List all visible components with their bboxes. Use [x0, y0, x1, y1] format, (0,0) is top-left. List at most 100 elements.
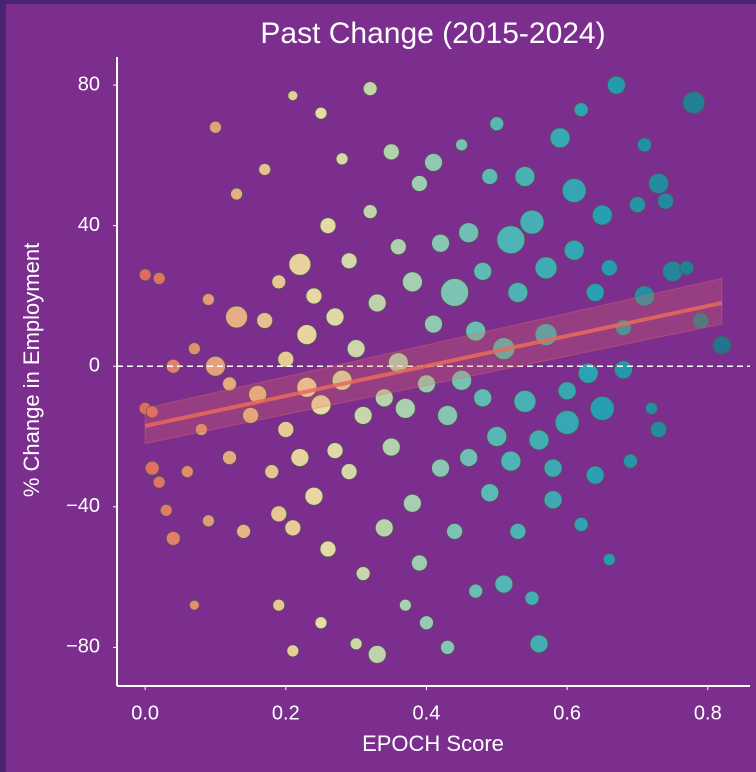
- point: [513, 389, 537, 413]
- point: [634, 285, 655, 307]
- point: [290, 448, 310, 467]
- point: [614, 360, 633, 380]
- point: [394, 397, 416, 419]
- trend-band: [144, 277, 723, 445]
- x-tick-label: 0.4: [413, 702, 441, 724]
- point: [374, 518, 394, 538]
- y-tick-label: 80: [78, 73, 100, 95]
- point: [606, 75, 626, 95]
- point: [534, 256, 558, 280]
- point: [165, 531, 181, 546]
- point: [374, 388, 394, 408]
- point: [286, 644, 300, 658]
- point: [473, 388, 493, 408]
- x-tick-label: 0.2: [272, 702, 300, 724]
- point: [346, 339, 366, 359]
- point: [602, 553, 616, 566]
- point: [277, 421, 295, 438]
- point: [528, 429, 550, 451]
- point: [446, 522, 464, 540]
- point: [650, 421, 667, 438]
- point: [519, 209, 545, 235]
- point: [389, 238, 407, 256]
- point: [202, 514, 215, 528]
- x-tick-label: 0.8: [694, 702, 722, 724]
- point: [272, 598, 286, 612]
- point: [692, 312, 710, 329]
- point: [645, 401, 658, 415]
- point: [256, 312, 274, 329]
- point: [543, 458, 563, 478]
- point: [496, 225, 526, 255]
- point: [440, 278, 470, 307]
- y-tick-label: 0: [89, 355, 100, 377]
- point: [194, 423, 208, 436]
- point: [381, 437, 401, 457]
- point: [481, 168, 499, 185]
- point: [623, 453, 638, 469]
- point: [507, 282, 529, 303]
- point: [557, 381, 577, 401]
- point: [458, 222, 480, 244]
- point: [152, 475, 166, 489]
- point: [524, 590, 540, 606]
- point: [258, 163, 272, 176]
- point: [437, 405, 458, 426]
- point: [411, 175, 428, 192]
- point: [349, 637, 363, 651]
- point: [314, 616, 328, 630]
- point: [319, 217, 337, 235]
- background: [6, 4, 756, 772]
- point: [431, 458, 450, 478]
- point: [648, 173, 669, 194]
- point: [382, 143, 400, 161]
- point: [637, 137, 652, 153]
- point: [543, 490, 563, 510]
- point: [589, 395, 615, 421]
- chart-title: Past Change (2015-2024): [260, 17, 605, 50]
- x-tick-label: 0.6: [553, 702, 581, 724]
- point: [340, 463, 358, 481]
- point: [202, 293, 215, 306]
- point: [159, 503, 173, 517]
- point: [549, 127, 571, 149]
- point: [205, 355, 226, 377]
- point: [419, 615, 434, 631]
- point: [296, 324, 318, 346]
- point: [236, 523, 252, 539]
- point: [230, 187, 243, 201]
- point: [585, 283, 605, 302]
- point: [398, 598, 412, 612]
- point: [326, 442, 344, 459]
- point: [402, 493, 422, 513]
- point: [180, 465, 194, 479]
- point: [455, 138, 469, 152]
- point: [577, 362, 599, 384]
- point: [431, 233, 450, 253]
- point: [563, 239, 585, 261]
- point: [367, 293, 387, 313]
- point: [340, 252, 358, 270]
- point: [355, 566, 371, 581]
- point: [144, 460, 160, 476]
- point: [411, 554, 428, 572]
- point: [451, 369, 473, 391]
- point: [264, 464, 280, 480]
- point: [500, 450, 522, 472]
- point: [314, 106, 328, 120]
- x-tick-label: 0.0: [131, 702, 159, 724]
- point: [573, 102, 589, 118]
- point: [304, 486, 324, 506]
- point: [188, 599, 200, 611]
- point: [712, 335, 732, 355]
- point: [468, 583, 484, 599]
- point: [480, 483, 500, 503]
- point: [561, 178, 587, 203]
- point: [362, 204, 378, 220]
- point: [591, 204, 613, 226]
- point: [319, 540, 337, 558]
- point: [554, 410, 580, 435]
- point: [335, 152, 349, 166]
